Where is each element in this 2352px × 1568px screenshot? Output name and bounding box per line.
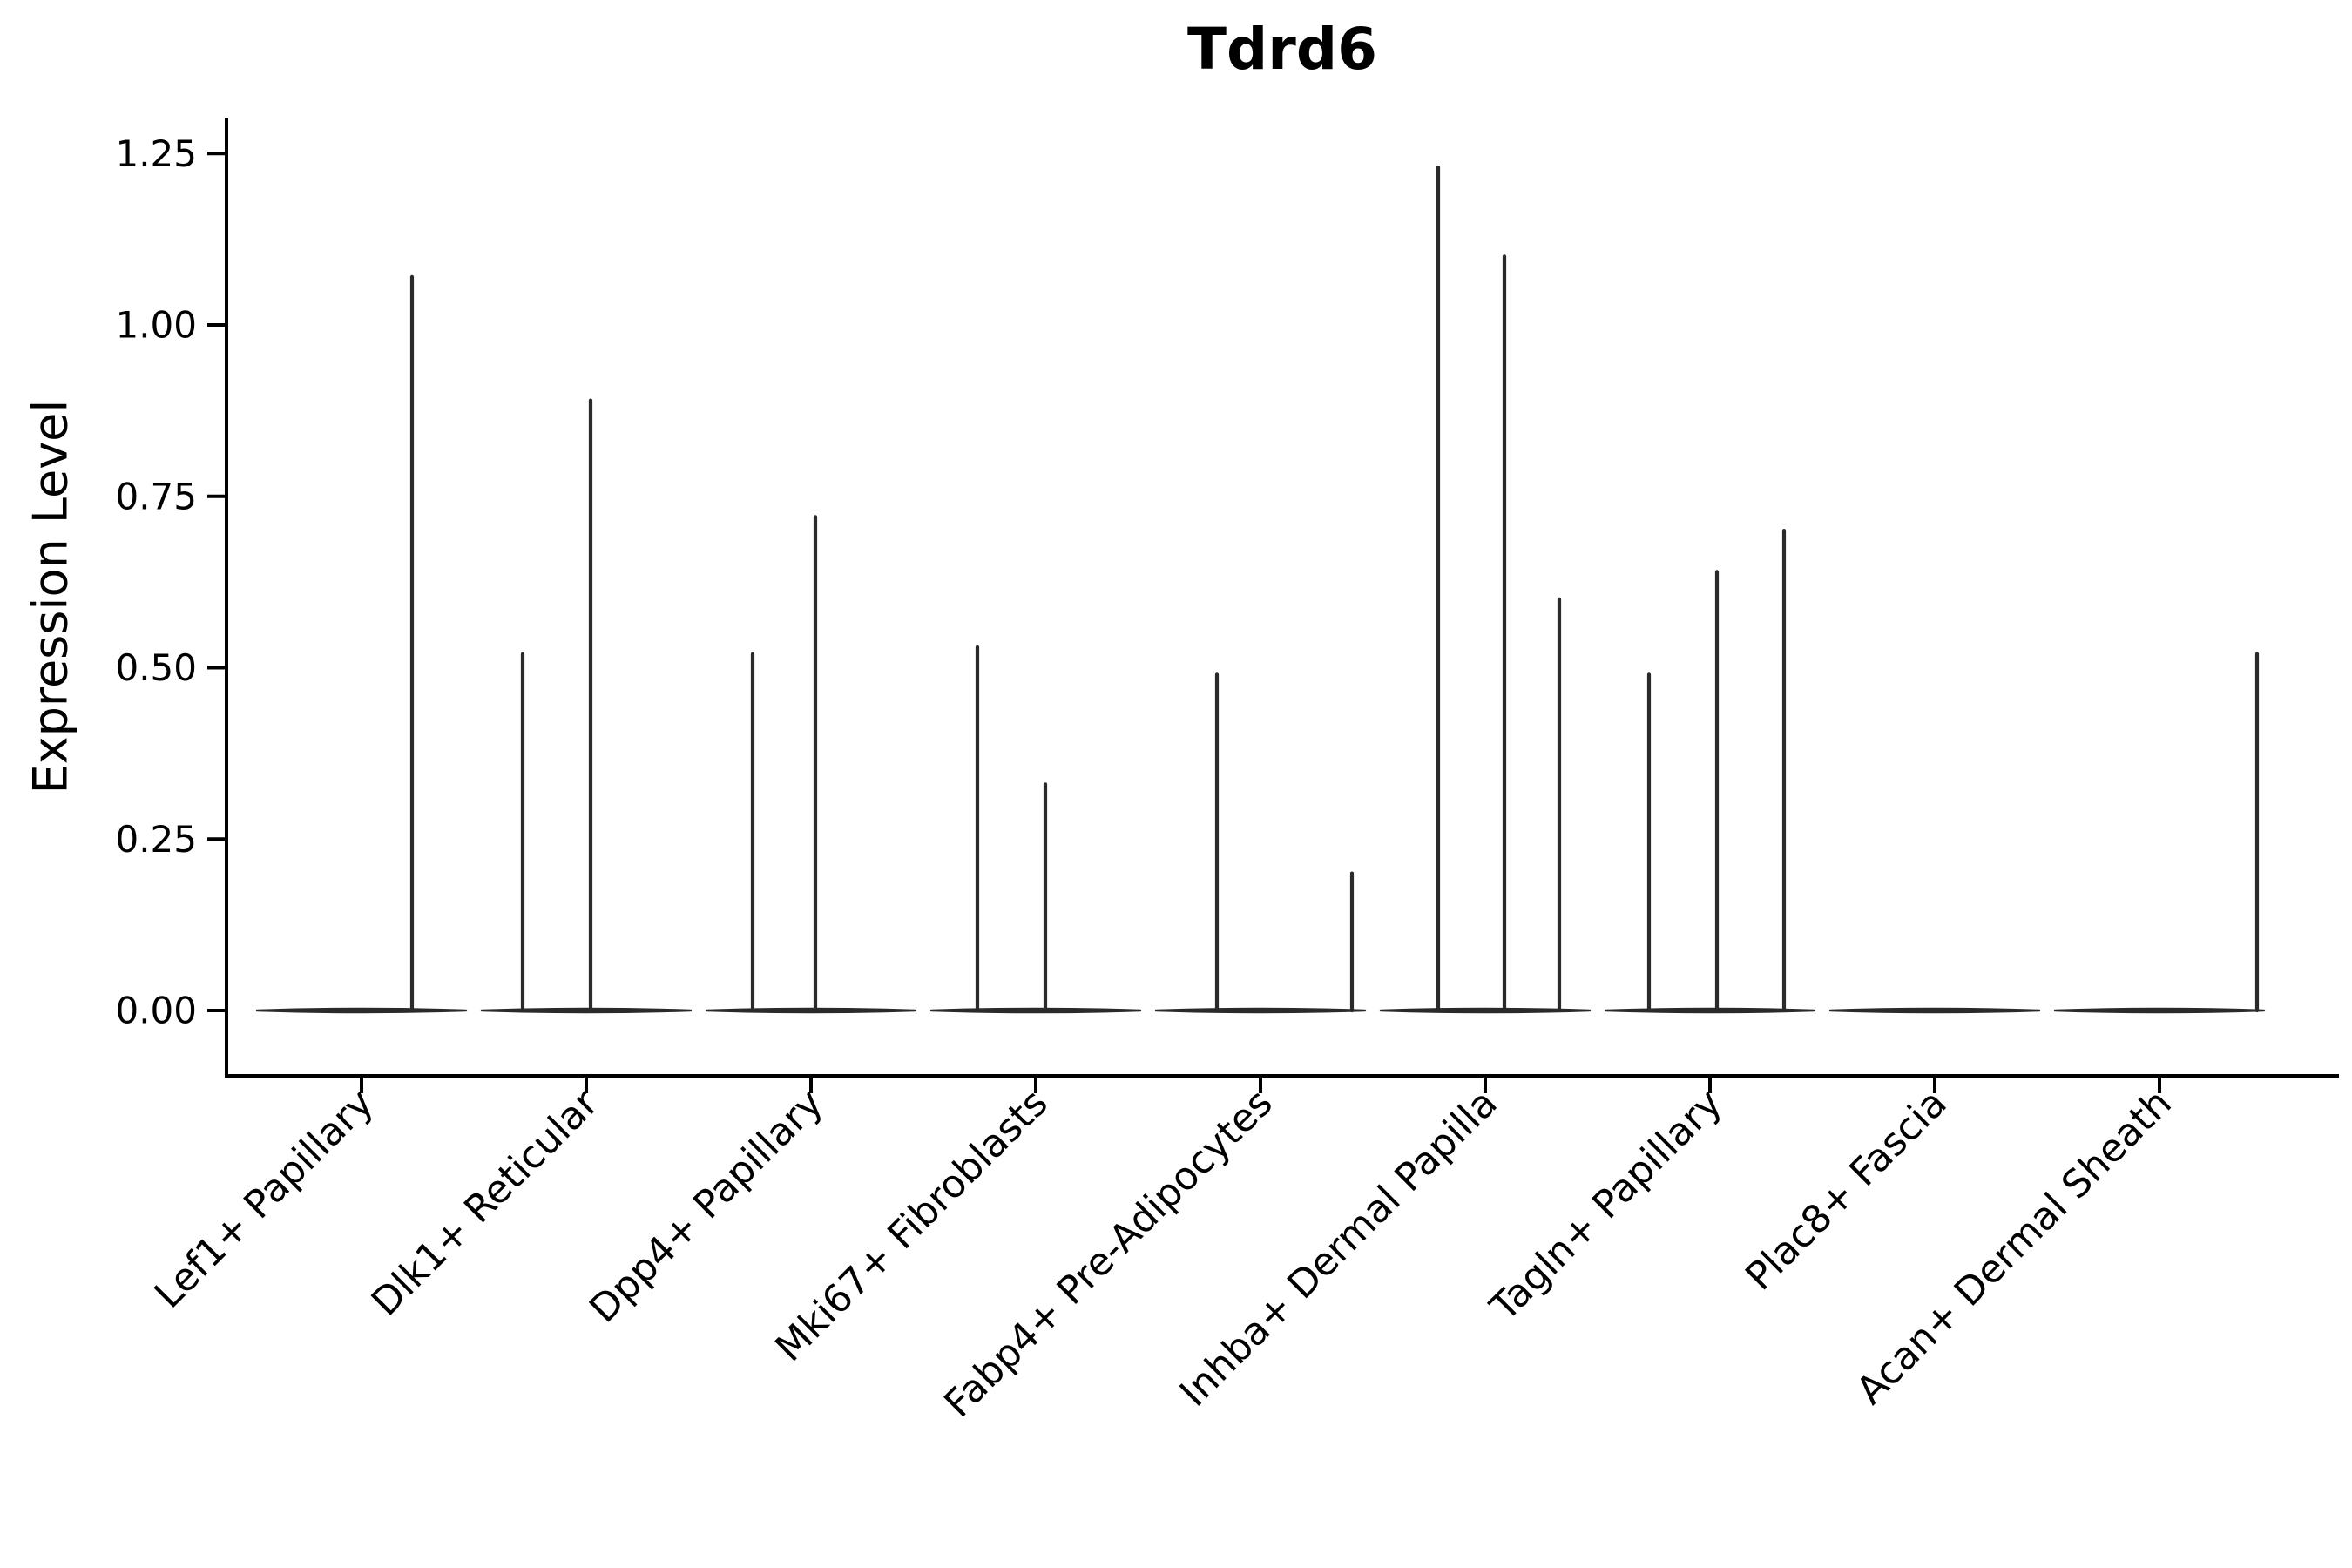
violin-base: [929, 1007, 1142, 1014]
violin-base: [255, 1007, 468, 1014]
x-tick-label: Dlk1+ Reticular: [363, 1080, 608, 1325]
x-tick-label: Lef1+ Papillary: [146, 1081, 382, 1317]
y-tick-label: 1.00: [115, 304, 197, 347]
y-tick-label: 0.75: [115, 475, 197, 517]
x-tick-label: Tagln+ Papillary: [1482, 1081, 1731, 1330]
violin-base: [1379, 1007, 1592, 1014]
violin-base: [480, 1007, 693, 1014]
y-tick-label: 0.25: [115, 818, 197, 861]
violin-base: [2053, 1007, 2266, 1014]
y-tick-label: 1.25: [115, 132, 197, 175]
violin-base: [1828, 1007, 2041, 1014]
x-tick-label: Dpp4+ Papillary: [581, 1081, 832, 1332]
violin-base: [1154, 1007, 1367, 1014]
y-tick-label: 0.00: [115, 990, 197, 1032]
chart-title: Tdrd6: [1187, 16, 1377, 83]
violin-base: [705, 1007, 917, 1014]
y-tick-label: 0.50: [115, 646, 197, 689]
x-tick-label: Plac8+ Fascia: [1737, 1081, 1956, 1300]
violin-base: [1604, 1007, 1816, 1014]
